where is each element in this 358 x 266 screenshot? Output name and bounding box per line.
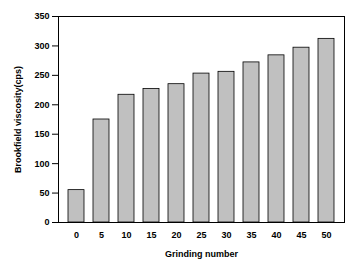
svg-text:300: 300 [34,41,49,51]
svg-text:5: 5 [99,230,104,240]
svg-text:35: 35 [246,230,256,240]
svg-text:0: 0 [74,230,79,240]
svg-text:250: 250 [34,70,49,80]
svg-text:350: 350 [34,11,49,21]
svg-text:25: 25 [196,230,206,240]
svg-text:30: 30 [221,230,231,240]
svg-text:10: 10 [121,230,131,240]
svg-text:150: 150 [34,129,49,139]
svg-text:0: 0 [44,217,49,227]
svg-text:50: 50 [39,188,49,198]
svg-text:Brookfield viscosity(cps): Brookfield viscosity(cps) [13,66,23,173]
svg-text:15: 15 [146,230,156,240]
svg-text:40: 40 [271,230,281,240]
svg-text:100: 100 [34,159,49,169]
svg-text:Grinding number: Grinding number [165,249,238,259]
svg-text:200: 200 [34,100,49,110]
svg-text:45: 45 [296,230,306,240]
svg-text:50: 50 [321,230,331,240]
svg-text:20: 20 [171,230,181,240]
